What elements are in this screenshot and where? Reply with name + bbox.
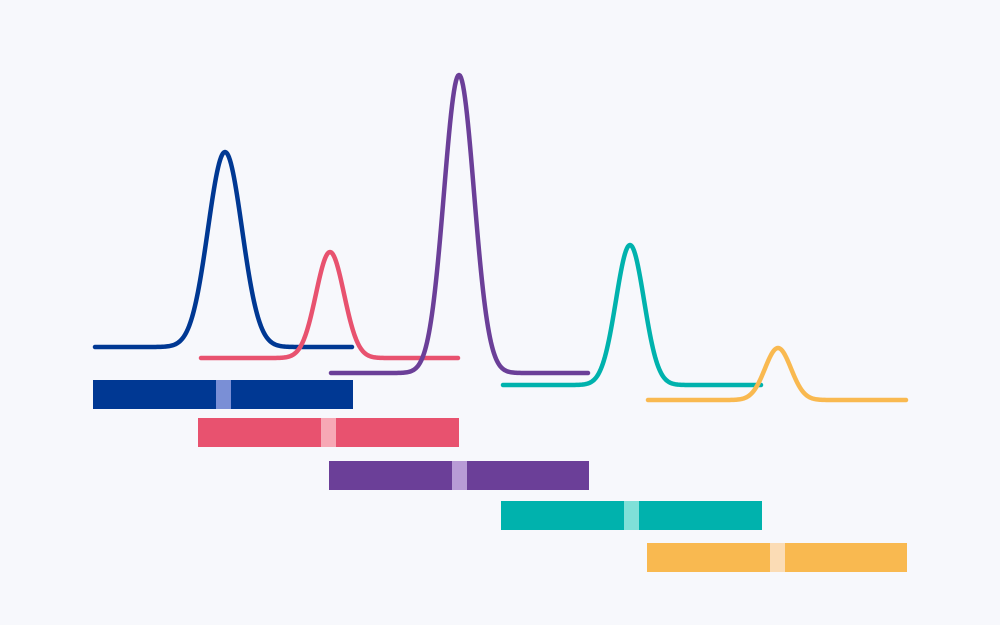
bar-marker: [321, 418, 336, 447]
bar-marker: [770, 543, 785, 572]
curve: [500, 242, 764, 388]
bars: [93, 380, 907, 572]
curve: [328, 72, 591, 376]
bar-marker: [216, 380, 231, 409]
curves: [92, 72, 909, 403]
bar-marker: [624, 501, 639, 530]
curve: [645, 345, 909, 403]
curve: [198, 249, 461, 361]
bar-marker: [452, 461, 467, 490]
curve: [92, 149, 355, 350]
